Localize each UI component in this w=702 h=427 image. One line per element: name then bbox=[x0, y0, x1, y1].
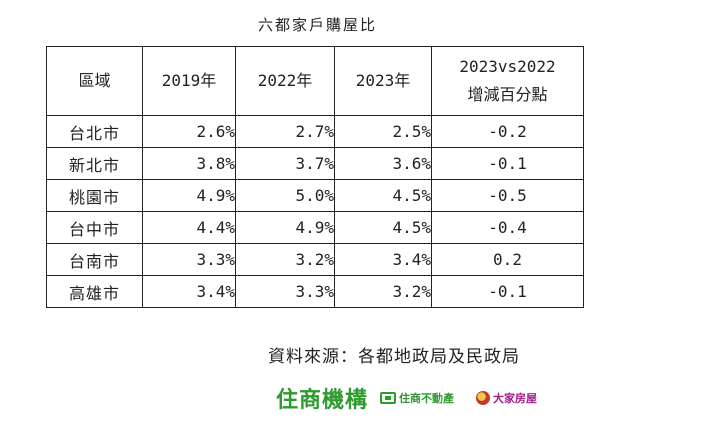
table-row: 桃園市 4.9% 5.0% 4.5% -0.5 bbox=[46, 179, 584, 212]
header-diff: 2023vs2022 增減百分點 bbox=[431, 46, 584, 116]
cell-2023: 2.5% bbox=[334, 115, 432, 148]
cell-region: 桃園市 bbox=[46, 179, 143, 212]
cell-region: 台中市 bbox=[46, 211, 143, 244]
cell-2022: 2.7% bbox=[235, 115, 335, 148]
cell-2022: 3.7% bbox=[235, 147, 335, 180]
cell-2023: 4.5% bbox=[334, 179, 432, 212]
cell-2022: 4.9% bbox=[235, 211, 335, 244]
header-row: 區域 2019年 2022年 2023年 2023vs2022 增減百分點 bbox=[46, 46, 584, 116]
cell-diff: -0.5 bbox=[431, 179, 584, 212]
cell-region: 新北市 bbox=[46, 147, 143, 180]
main-brand-logo: 住商機構 bbox=[276, 388, 369, 413]
cell-region: 台北市 bbox=[46, 115, 143, 148]
source-note: 資料來源：各都地政局及民政局 bbox=[268, 347, 520, 367]
brand-c-label: 大家房屋 bbox=[493, 392, 538, 405]
logo-bar: 住商機構 住商不動產 大家房屋 bbox=[276, 380, 537, 416]
table-title: 六都家戶購屋比 bbox=[257, 16, 377, 34]
header-2022: 2022年 bbox=[235, 46, 335, 116]
cell-diff: -0.4 bbox=[431, 211, 584, 244]
header-diff-line2: 增減百分點 bbox=[467, 85, 548, 104]
cell-diff: -0.2 bbox=[431, 115, 584, 148]
table-row: 台中市 4.4% 4.9% 4.5% -0.4 bbox=[46, 211, 584, 244]
table-row: 高雄市 3.4% 3.3% 3.2% -0.1 bbox=[46, 275, 584, 308]
cell-2019: 3.3% bbox=[142, 243, 236, 276]
cell-region: 高雄市 bbox=[46, 275, 143, 308]
circle-emblem-icon bbox=[476, 391, 491, 405]
header-2023: 2023年 bbox=[334, 46, 432, 116]
cell-2023: 3.6% bbox=[334, 147, 432, 180]
cell-region: 台南市 bbox=[46, 243, 143, 276]
header-2019: 2019年 bbox=[142, 46, 236, 116]
cell-2023: 4.5% bbox=[334, 211, 432, 244]
cell-diff: 0.2 bbox=[431, 243, 584, 276]
brand-b-label: 住商不動產 bbox=[399, 392, 455, 405]
brand-c-logo: 大家房屋 bbox=[476, 390, 537, 406]
cell-2019: 4.9% bbox=[142, 179, 236, 212]
cell-diff: -0.1 bbox=[431, 147, 584, 180]
table-row: 新北市 3.8% 3.7% 3.6% -0.1 bbox=[46, 147, 584, 180]
cell-2019: 3.8% bbox=[142, 147, 236, 180]
cell-2023: 3.4% bbox=[334, 243, 432, 276]
header-diff-line1: 2023vs2022 bbox=[459, 57, 556, 76]
table-row: 台南市 3.3% 3.2% 3.4% 0.2 bbox=[46, 243, 584, 276]
cell-2022: 3.2% bbox=[235, 243, 335, 276]
cell-2023: 3.2% bbox=[334, 275, 432, 308]
brand-b-logo: 住商不動產 bbox=[380, 390, 454, 406]
cell-2019: 2.6% bbox=[142, 115, 236, 148]
house-icon bbox=[380, 392, 397, 404]
table-row: 台北市 2.6% 2.7% 2.5% -0.2 bbox=[46, 115, 584, 148]
housing-purchase-ratio-table: 區域 2019年 2022年 2023年 2023vs2022 增減百分點 台北… bbox=[46, 46, 584, 308]
cell-2019: 3.4% bbox=[142, 275, 236, 308]
header-region: 區域 bbox=[46, 46, 143, 116]
cell-2022: 3.3% bbox=[235, 275, 335, 308]
cell-2019: 4.4% bbox=[142, 211, 236, 244]
cell-diff: -0.1 bbox=[431, 275, 584, 308]
cell-2022: 5.0% bbox=[235, 179, 335, 212]
